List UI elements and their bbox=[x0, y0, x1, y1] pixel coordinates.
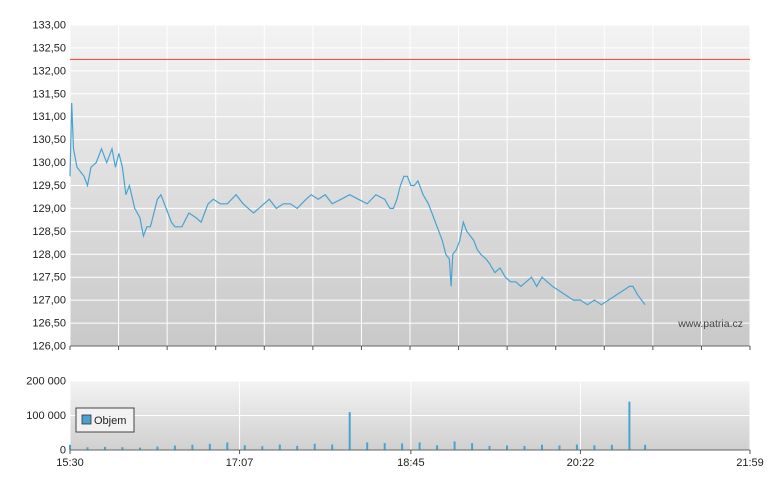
price-y-tick-label: 129,50 bbox=[32, 180, 66, 192]
volume-bar bbox=[226, 442, 229, 450]
volume-bar bbox=[313, 443, 316, 450]
price-series-line bbox=[69, 102, 646, 306]
volume-bars bbox=[69, 401, 647, 450]
price-y-tick-label: 128,50 bbox=[32, 226, 66, 238]
volume-bar bbox=[104, 446, 106, 450]
volume-bar bbox=[593, 445, 596, 450]
legend-swatch bbox=[81, 414, 92, 425]
x-tick-label: 18:45 bbox=[397, 457, 425, 469]
volume-y-tick-label: 0 bbox=[60, 445, 66, 457]
volume-bar bbox=[208, 443, 211, 450]
volume-bar bbox=[121, 447, 124, 450]
volume-bar bbox=[471, 443, 474, 450]
volume-bar bbox=[173, 445, 176, 450]
volume-bar bbox=[296, 445, 299, 450]
volume-bar bbox=[348, 412, 351, 450]
price-x-ticks bbox=[69, 346, 751, 350]
x-tick-label: 17:07 bbox=[226, 457, 254, 469]
volume-bar bbox=[366, 442, 369, 450]
volume-bar bbox=[331, 444, 334, 450]
price-y-tick-label: 132,00 bbox=[32, 65, 66, 77]
x-tick-label: 15:30 bbox=[56, 457, 84, 469]
volume-bar bbox=[628, 401, 631, 450]
volume-bar bbox=[488, 445, 491, 450]
volume-y-tick-label: 200 000 bbox=[26, 376, 66, 388]
volume-bar bbox=[453, 441, 456, 450]
volume-bar bbox=[191, 444, 194, 450]
price-y-tick-label: 131,00 bbox=[32, 111, 66, 123]
volume-bar bbox=[243, 445, 246, 450]
price-y-tick-label: 132,50 bbox=[32, 42, 66, 54]
volume-y-tick-label: 100 000 bbox=[26, 410, 66, 422]
price-y-tick-label: 126,50 bbox=[32, 318, 66, 330]
legend-label: Objem bbox=[94, 415, 126, 427]
volume-bar bbox=[86, 447, 89, 450]
volume-bar bbox=[401, 443, 404, 450]
volume-bar bbox=[541, 444, 543, 450]
price-y-tick-label: 131,50 bbox=[32, 88, 66, 100]
volume-bar bbox=[418, 442, 421, 450]
volume-bar bbox=[523, 445, 526, 450]
volume-bar bbox=[436, 445, 439, 450]
volume-bar bbox=[506, 445, 508, 450]
volume-bar bbox=[69, 444, 71, 450]
price-y-tick-label: 126,00 bbox=[32, 341, 66, 353]
x-tick-label: 20:22 bbox=[567, 457, 595, 469]
volume-bar bbox=[261, 446, 264, 450]
price-y-tick-label: 129,00 bbox=[32, 203, 66, 215]
price-y-tick-label: 130,50 bbox=[32, 134, 66, 146]
price-y-tick-label: 127,00 bbox=[32, 295, 66, 307]
volume-legend: Objem bbox=[75, 407, 135, 433]
price-grid bbox=[69, 24, 751, 347]
volume-bar bbox=[138, 447, 141, 450]
volume-bar bbox=[278, 444, 281, 450]
volume-bar bbox=[644, 444, 647, 450]
volume-x-axis: 15:30 17:07 18:45 20:22 21:59 bbox=[56, 450, 764, 469]
price-y-tick-label: 128,00 bbox=[32, 249, 66, 261]
volume-bar bbox=[610, 444, 613, 450]
x-tick-label: 21:59 bbox=[736, 457, 764, 469]
volume-y-axis: 0 100 000 200 000 bbox=[26, 376, 66, 457]
volume-bar bbox=[383, 443, 386, 450]
price-y-tick-label: 130,00 bbox=[32, 157, 66, 169]
price-y-axis: 126,00 126,50 127,00 127,50 128,00 128,50 129,… bbox=[32, 20, 66, 353]
watermark-text: www.patria.cz bbox=[677, 318, 743, 330]
volume-bar bbox=[558, 445, 561, 450]
volume-bar bbox=[156, 446, 159, 450]
volume-bar bbox=[575, 444, 578, 450]
price-y-tick-label: 127,50 bbox=[32, 272, 66, 284]
price-y-tick-label: 133,00 bbox=[32, 20, 66, 32]
